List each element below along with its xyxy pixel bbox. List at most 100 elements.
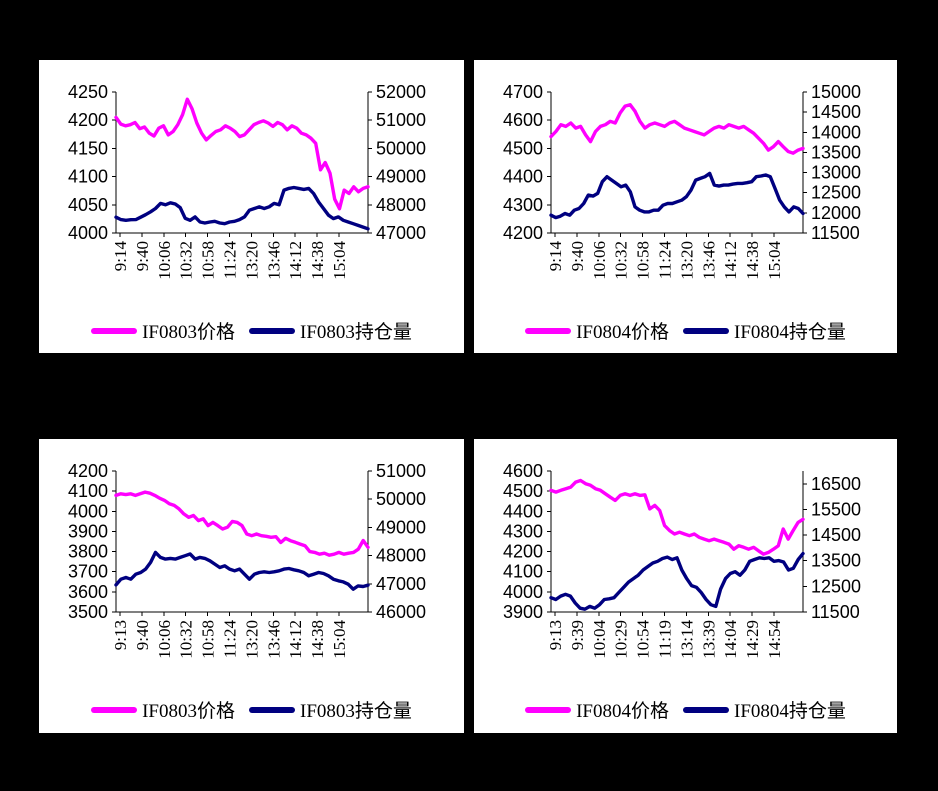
chart-legend: IF0804价格 IF0804持仓量: [474, 696, 897, 723]
x-axis-tick-label: 14:12: [286, 241, 305, 280]
x-axis-tick-label: 10:32: [177, 241, 196, 280]
left-axis-tick-label: 4300: [503, 195, 543, 215]
left-axis-tick-label: 4200: [503, 223, 543, 243]
x-axis-tick-label: 15:04: [330, 241, 349, 280]
x-axis-tick-label: 10:54: [634, 620, 653, 659]
left-axis-tick-label: 4600: [503, 461, 543, 481]
right-axis-tick-label: 13500: [811, 551, 861, 571]
x-axis-tick-label: 13:46: [264, 620, 283, 659]
x-axis-tick-label: 14:29: [743, 620, 762, 659]
x-axis-tick-label: 13:20: [242, 241, 261, 280]
position-legend-label: IF0803持仓量: [300, 701, 412, 722]
right-axis-tick-label: 13000: [811, 163, 861, 183]
x-axis-tick-label: 9:40: [568, 241, 587, 271]
position-legend-swatch: [249, 327, 295, 334]
left-axis-tick-label: 4250: [68, 82, 108, 102]
right-axis-tick-label: 11500: [811, 223, 860, 243]
price-line: [549, 478, 805, 556]
x-axis-tick-label: 14:12: [286, 620, 305, 659]
x-axis-tick-label: 13:46: [699, 241, 718, 280]
x-axis-tick-label: 10:04: [590, 620, 609, 659]
x-axis-tick-label: 14:54: [765, 620, 784, 659]
left-axis-tick-label: 4500: [503, 138, 543, 158]
right-axis-tick-label: 16500: [811, 474, 861, 494]
right-axis-tick-label: 50000: [376, 489, 426, 509]
price-line: [549, 103, 805, 155]
left-axis-tick-label: 3700: [68, 562, 108, 582]
position-legend-label: IF0803持仓量: [300, 322, 412, 343]
chart-panel-if0803-day2: 4200 4100 4000 3900 3800 3700 3600 3500 51000 500…: [39, 439, 464, 733]
if0803-day1-plot: 4250 4200 4150 4100 4050 4000 52000 51000 50000 4…: [68, 82, 426, 280]
right-axis-tick-label: 14500: [811, 525, 861, 545]
left-axis-tick-label: 4300: [503, 521, 543, 541]
x-axis-tick-label: 9:13: [111, 620, 130, 650]
right-axis-tick-label: 14500: [811, 102, 861, 122]
left-axis-tick-label: 4150: [68, 138, 108, 158]
x-axis-tick-label: 10:58: [634, 241, 653, 280]
price-line: [114, 97, 370, 211]
x-axis-tick-label: 9:39: [568, 620, 587, 650]
x-axis-tick-label: 13:39: [699, 620, 718, 659]
chart-panel-if0803-day1: 4250 4200 4150 4100 4050 4000 52000 51000 50000 4…: [39, 60, 464, 353]
right-axis-tick-label: 12000: [811, 203, 861, 223]
x-axis-tick-label: 13:20: [242, 620, 261, 659]
right-axis-tick-label: 15000: [811, 82, 861, 102]
x-axis-tick-label: 14:38: [308, 241, 327, 280]
right-axis-tick-label: 11500: [811, 602, 860, 622]
x-axis-tick-label: 10:29: [612, 620, 631, 659]
right-axis-tick-label: 47000: [376, 574, 426, 594]
price-legend-label: IF0803价格: [142, 701, 235, 722]
x-axis-tick-label: 14:12: [721, 241, 740, 280]
left-axis-tick-label: 4000: [68, 223, 108, 243]
right-axis-tick-label: 48000: [376, 546, 426, 566]
right-axis-tick-label: 15500: [811, 499, 861, 519]
x-axis-tick-label: 10:58: [199, 241, 218, 280]
left-axis-tick-label: 4100: [68, 481, 108, 501]
left-axis-tick-label: 4100: [68, 167, 108, 187]
chart-legend: IF0804价格 IF0804持仓量: [474, 317, 897, 344]
x-axis-tick-label: 13:14: [677, 620, 696, 659]
price-legend-label: IF0803价格: [142, 322, 235, 343]
left-axis-tick-label: 3500: [68, 602, 108, 622]
x-axis-tick-label: 13:46: [264, 241, 283, 280]
right-axis-tick-label: 52000: [376, 82, 426, 102]
x-axis-tick-label: 15:04: [330, 620, 349, 659]
left-axis-tick-label: 4600: [503, 110, 543, 130]
price-legend-swatch: [525, 706, 572, 713]
x-axis-tick-label: 15:04: [765, 241, 784, 280]
left-axis-tick-label: 4000: [503, 582, 543, 602]
x-axis-tick-label: 11:24: [656, 241, 675, 280]
left-axis-tick-label: 4200: [503, 542, 543, 562]
price-line: [114, 490, 370, 557]
price-legend-swatch: [91, 706, 138, 713]
left-axis-tick-label: 4000: [68, 501, 108, 521]
right-axis-tick-label: 50000: [376, 138, 426, 158]
x-axis-tick-label: 10:58: [199, 620, 218, 659]
left-axis-tick-label: 4050: [68, 195, 108, 215]
chart-legend: IF0803价格 IF0803持仓量: [39, 317, 464, 344]
right-axis-tick-label: 48000: [376, 195, 426, 215]
left-axis-tick-label: 3600: [68, 582, 108, 602]
right-axis-tick-label: 12500: [811, 576, 861, 596]
left-axis-tick-label: 3900: [503, 602, 543, 622]
right-axis-tick-label: 46000: [376, 602, 426, 622]
x-axis-tick-label: 14:04: [721, 620, 740, 659]
position-legend-swatch: [683, 706, 729, 713]
left-axis-tick-label: 4100: [503, 562, 543, 582]
price-legend-label: IF0804价格: [576, 322, 669, 343]
x-axis-tick-label: 11:19: [656, 620, 675, 658]
right-axis-tick-label: 13500: [811, 142, 861, 162]
x-axis-tick-label: 13:20: [677, 241, 696, 280]
position-legend-label: IF0804持仓量: [734, 701, 846, 722]
right-axis-tick-label: 12500: [811, 183, 861, 203]
left-axis-tick-label: 3900: [68, 521, 108, 541]
x-axis-tick-label: 9:40: [133, 620, 152, 650]
right-axis-tick-label: 49000: [376, 517, 426, 537]
price-legend-label: IF0804价格: [576, 701, 669, 722]
left-axis-tick-label: 4400: [503, 167, 543, 187]
chart-panel-if0804-day2: 4600 4500 4400 4300 4200 4100 4000 3900 16500 155…: [474, 439, 897, 733]
left-axis-tick-label: 4200: [68, 461, 108, 481]
if0804-day1-plot: 4700460045004400430042001500014500140001…: [503, 82, 861, 280]
x-axis-tick-label: 11:24: [221, 241, 240, 280]
